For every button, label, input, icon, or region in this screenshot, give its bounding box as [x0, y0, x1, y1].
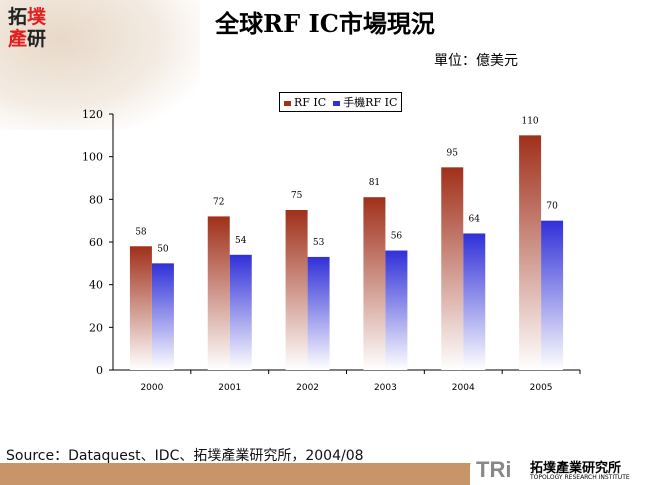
bar-mobile-rfic [151, 263, 174, 370]
legend-swatch-rfic [284, 100, 291, 106]
footer-logo: TRi 拓墣產業研究所 TOPOLOGY RESEARCH INSTITUTE [470, 455, 650, 485]
legend-swatch-mobile [333, 100, 341, 106]
legend-label: RF IC [294, 96, 327, 109]
bar-rfic [363, 197, 386, 370]
y-tick-label: 120 [82, 108, 103, 121]
unit-label: 單位：億美元 [434, 53, 518, 69]
data-label: 54 [235, 236, 247, 246]
bar-mobile-rfic [541, 220, 564, 370]
data-label: 58 [135, 227, 147, 237]
bar-rfic [285, 210, 308, 370]
y-tick-label: 80 [89, 193, 103, 206]
y-tick-label: 0 [96, 364, 103, 377]
x-tick-label: 2003 [374, 383, 397, 393]
data-label: 56 [391, 232, 403, 242]
y-tick-label: 20 [89, 321, 103, 334]
bar-rfic [519, 135, 542, 370]
data-label: 110 [521, 116, 538, 126]
bar-rfic [441, 167, 464, 370]
legend-label: 手機RF IC [343, 96, 398, 109]
data-label: 72 [213, 197, 224, 207]
data-label: 95 [447, 148, 459, 158]
background-map [0, 0, 200, 130]
data-label: 81 [369, 178, 380, 188]
bar-mobile-rfic [229, 254, 252, 370]
x-tick-label: 2005 [530, 383, 553, 393]
data-label: 64 [469, 214, 481, 224]
bar-mobile-rfic [463, 233, 486, 370]
bar-mobile-rfic [307, 256, 330, 370]
bar-rfic [129, 246, 152, 370]
bar-mobile-rfic [385, 250, 408, 370]
data-label: 50 [157, 244, 169, 254]
data-label: 53 [313, 238, 325, 248]
y-tick-label: 100 [82, 151, 103, 164]
logo: 拓墣 產研 [8, 6, 47, 50]
x-tick-label: 2004 [452, 383, 475, 393]
data-label: 75 [291, 191, 303, 201]
source-note: Source：Dataquest、IDC、拓墣產業研究所，2004/08 [6, 448, 364, 464]
data-label: 70 [546, 202, 558, 212]
x-tick-label: 2001 [218, 383, 241, 393]
bar-rfic [207, 216, 230, 370]
x-tick-label: 2000 [140, 383, 163, 393]
y-tick-label: 60 [89, 236, 103, 249]
x-tick-label: 2002 [296, 383, 319, 393]
y-tick-label: 40 [89, 279, 103, 292]
page-title: 全球RF IC市場現況 [215, 9, 435, 38]
legend: RF IC 手機RF IC [279, 92, 403, 112]
